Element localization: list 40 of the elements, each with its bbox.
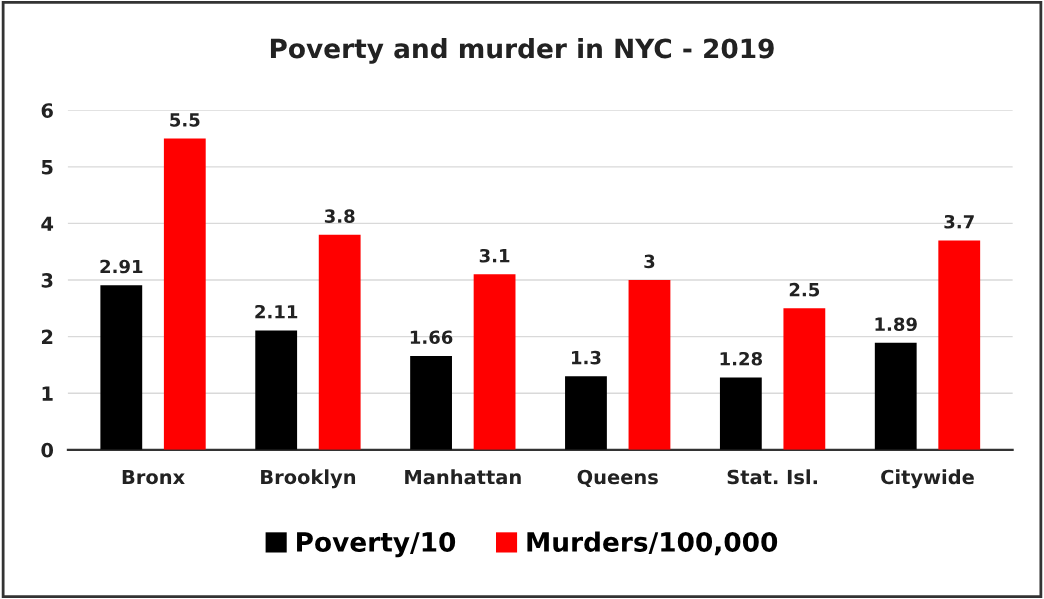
- bar: [163, 138, 206, 450]
- bar: [874, 342, 917, 450]
- bar: [628, 280, 671, 450]
- x-tick-label: Queens: [577, 469, 658, 487]
- x-tick-label: Brooklyn: [261, 469, 356, 489]
- chart-title: Poverty and murder in NYC - 2019: [270, 38, 774, 64]
- data-label: 1.89: [875, 317, 917, 332]
- data-label: 1.28: [720, 351, 763, 366]
- data-label: 3.1: [479, 248, 510, 263]
- data-label: 5.5: [170, 113, 200, 127]
- bar: [719, 377, 762, 450]
- y-tick-label: 4: [41, 216, 54, 231]
- x-tick-label: Bronx: [122, 469, 185, 485]
- x-tick-label: Manhattan: [405, 469, 521, 485]
- bar: [100, 285, 143, 450]
- bar: [318, 234, 361, 450]
- bar: [565, 376, 607, 450]
- data-label: 2.11: [255, 304, 298, 319]
- legend-label: Poverty/10: [297, 532, 456, 558]
- y-tick-label: 6: [41, 103, 53, 118]
- bar: [783, 308, 826, 450]
- data-label: 3.7: [944, 214, 974, 229]
- y-tick-label: 3: [41, 272, 53, 288]
- data-label: 2.91: [100, 259, 143, 274]
- bar: [410, 355, 452, 450]
- y-tick-label: 0: [41, 442, 54, 458]
- data-label: 1.3: [572, 350, 601, 365]
- bar: [473, 274, 516, 450]
- y-tick-label: 2: [41, 329, 53, 345]
- data-label: 3.8: [324, 209, 355, 223]
- y-tick-label: 1: [42, 386, 53, 401]
- x-tick-label: Stat. Isl.: [727, 469, 817, 485]
- bar: [938, 240, 981, 450]
- bar: [255, 330, 298, 450]
- data-label: 3: [644, 254, 655, 269]
- y-tick-label: 5: [41, 160, 53, 175]
- x-tick-label: Citywide: [881, 469, 974, 489]
- data-label: 1.66: [410, 330, 453, 345]
- data-label: 2.5: [789, 282, 820, 297]
- legend-label: Murders/100,000: [527, 531, 778, 556]
